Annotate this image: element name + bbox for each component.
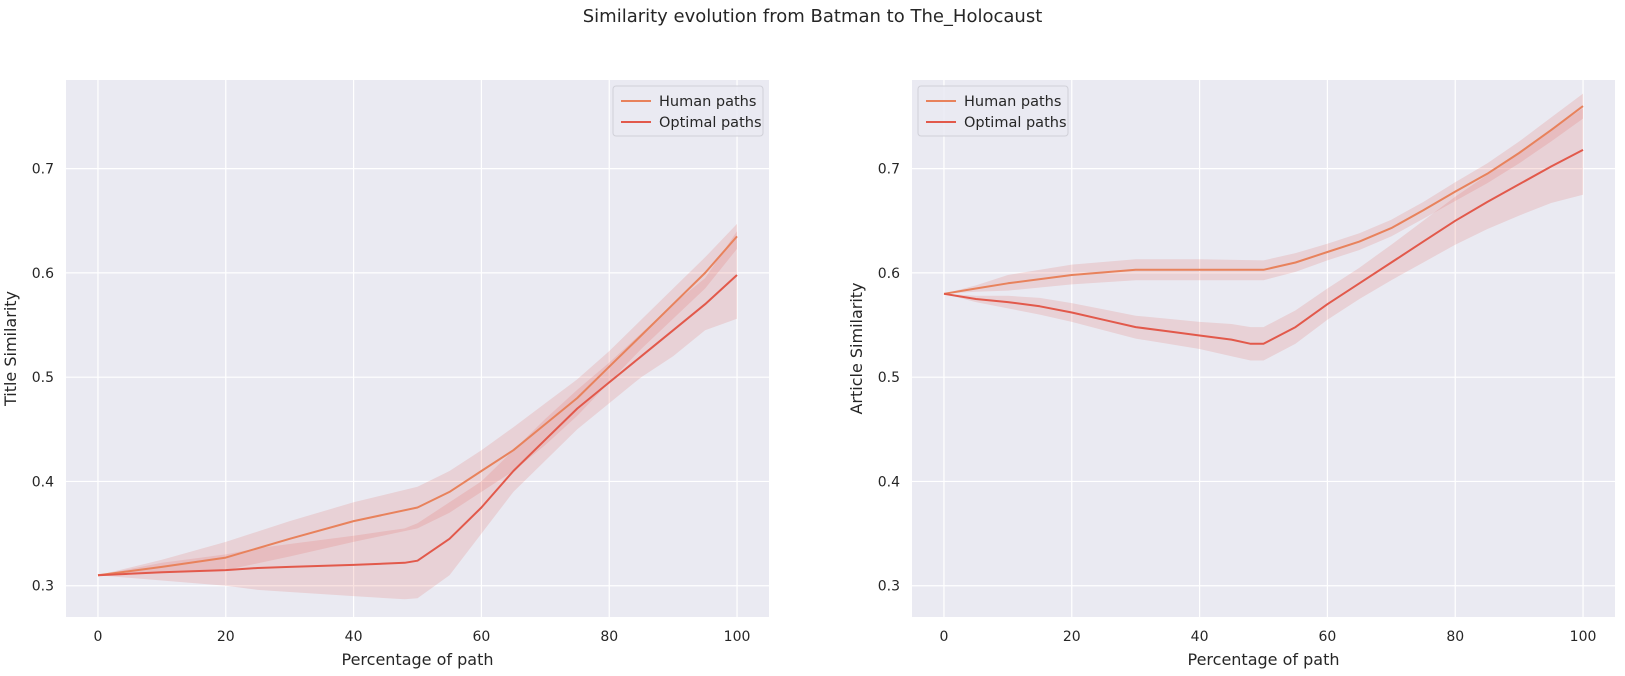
legend-box	[917, 85, 1069, 137]
x-tick-label: 40	[345, 629, 363, 645]
y-tick-label: 0.5	[878, 370, 900, 386]
x-tick-label: 80	[600, 629, 618, 645]
x-tick-label: 20	[217, 629, 235, 645]
x-tick-label: 100	[1570, 629, 1597, 645]
legend-label: Human paths	[964, 94, 1061, 110]
y-tick-label: 0.4	[878, 474, 900, 490]
series-line-1	[943, 105, 1584, 295]
series-line-2	[943, 149, 1584, 345]
legend-box	[612, 85, 764, 137]
x-tick-label: 80	[1446, 629, 1464, 645]
y-tick-label: 0.5	[32, 370, 54, 386]
y-tick-label: 0.7	[32, 162, 54, 178]
figure-title: Similarity evolution from Batman to The_…	[582, 6, 1043, 27]
y-tick-label: 0.3	[32, 579, 54, 595]
x-tick-label: 100	[724, 629, 751, 645]
x-tick-label: 20	[1063, 629, 1081, 645]
x-tick-label: 40	[1191, 629, 1209, 645]
y-tick-label: 0.4	[32, 474, 54, 490]
legend: Human paths Optimal paths	[917, 85, 1069, 137]
confidence-band-2	[944, 108, 1583, 361]
legend-label: Optimal paths	[964, 115, 1067, 131]
confidence-band-1	[98, 223, 737, 576]
x-tick-label: 60	[1318, 629, 1336, 645]
x-tick-label: 0	[93, 629, 102, 645]
legend-label: Human paths	[659, 94, 756, 110]
y-tick-label: 0.6	[878, 266, 900, 282]
x-tick-label: 60	[472, 629, 490, 645]
legend-label: Optimal paths	[659, 115, 762, 131]
y-tick-label: 0.3	[878, 579, 900, 595]
subplot-2: 0 20 40 60 80 100 0.3 0.4 0.5 0.6 0.7 Percentage of…	[847, 80, 1615, 669]
confidence-band-1	[944, 93, 1583, 294]
y-tick-label: 0.6	[32, 266, 54, 282]
x-axis-label: Percentage of path	[342, 650, 494, 669]
y-axis-label: Title Similarity	[1, 291, 20, 407]
series-line-2	[97, 274, 738, 577]
legend: Human paths Optimal paths	[612, 85, 764, 137]
y-tick-label: 0.7	[878, 162, 900, 178]
x-tick-label: 0	[939, 629, 948, 645]
x-axis-label: Percentage of path	[1188, 650, 1340, 669]
subplot-1: 0 20 40 60 80 100 0.3 0.4 0.5 0.6 0.7 Percentage of…	[1, 80, 769, 669]
series-line-1	[97, 235, 738, 577]
y-axis-label: Article Similarity	[847, 282, 866, 414]
confidence-band-2	[98, 231, 737, 600]
plot-area	[912, 80, 1615, 617]
